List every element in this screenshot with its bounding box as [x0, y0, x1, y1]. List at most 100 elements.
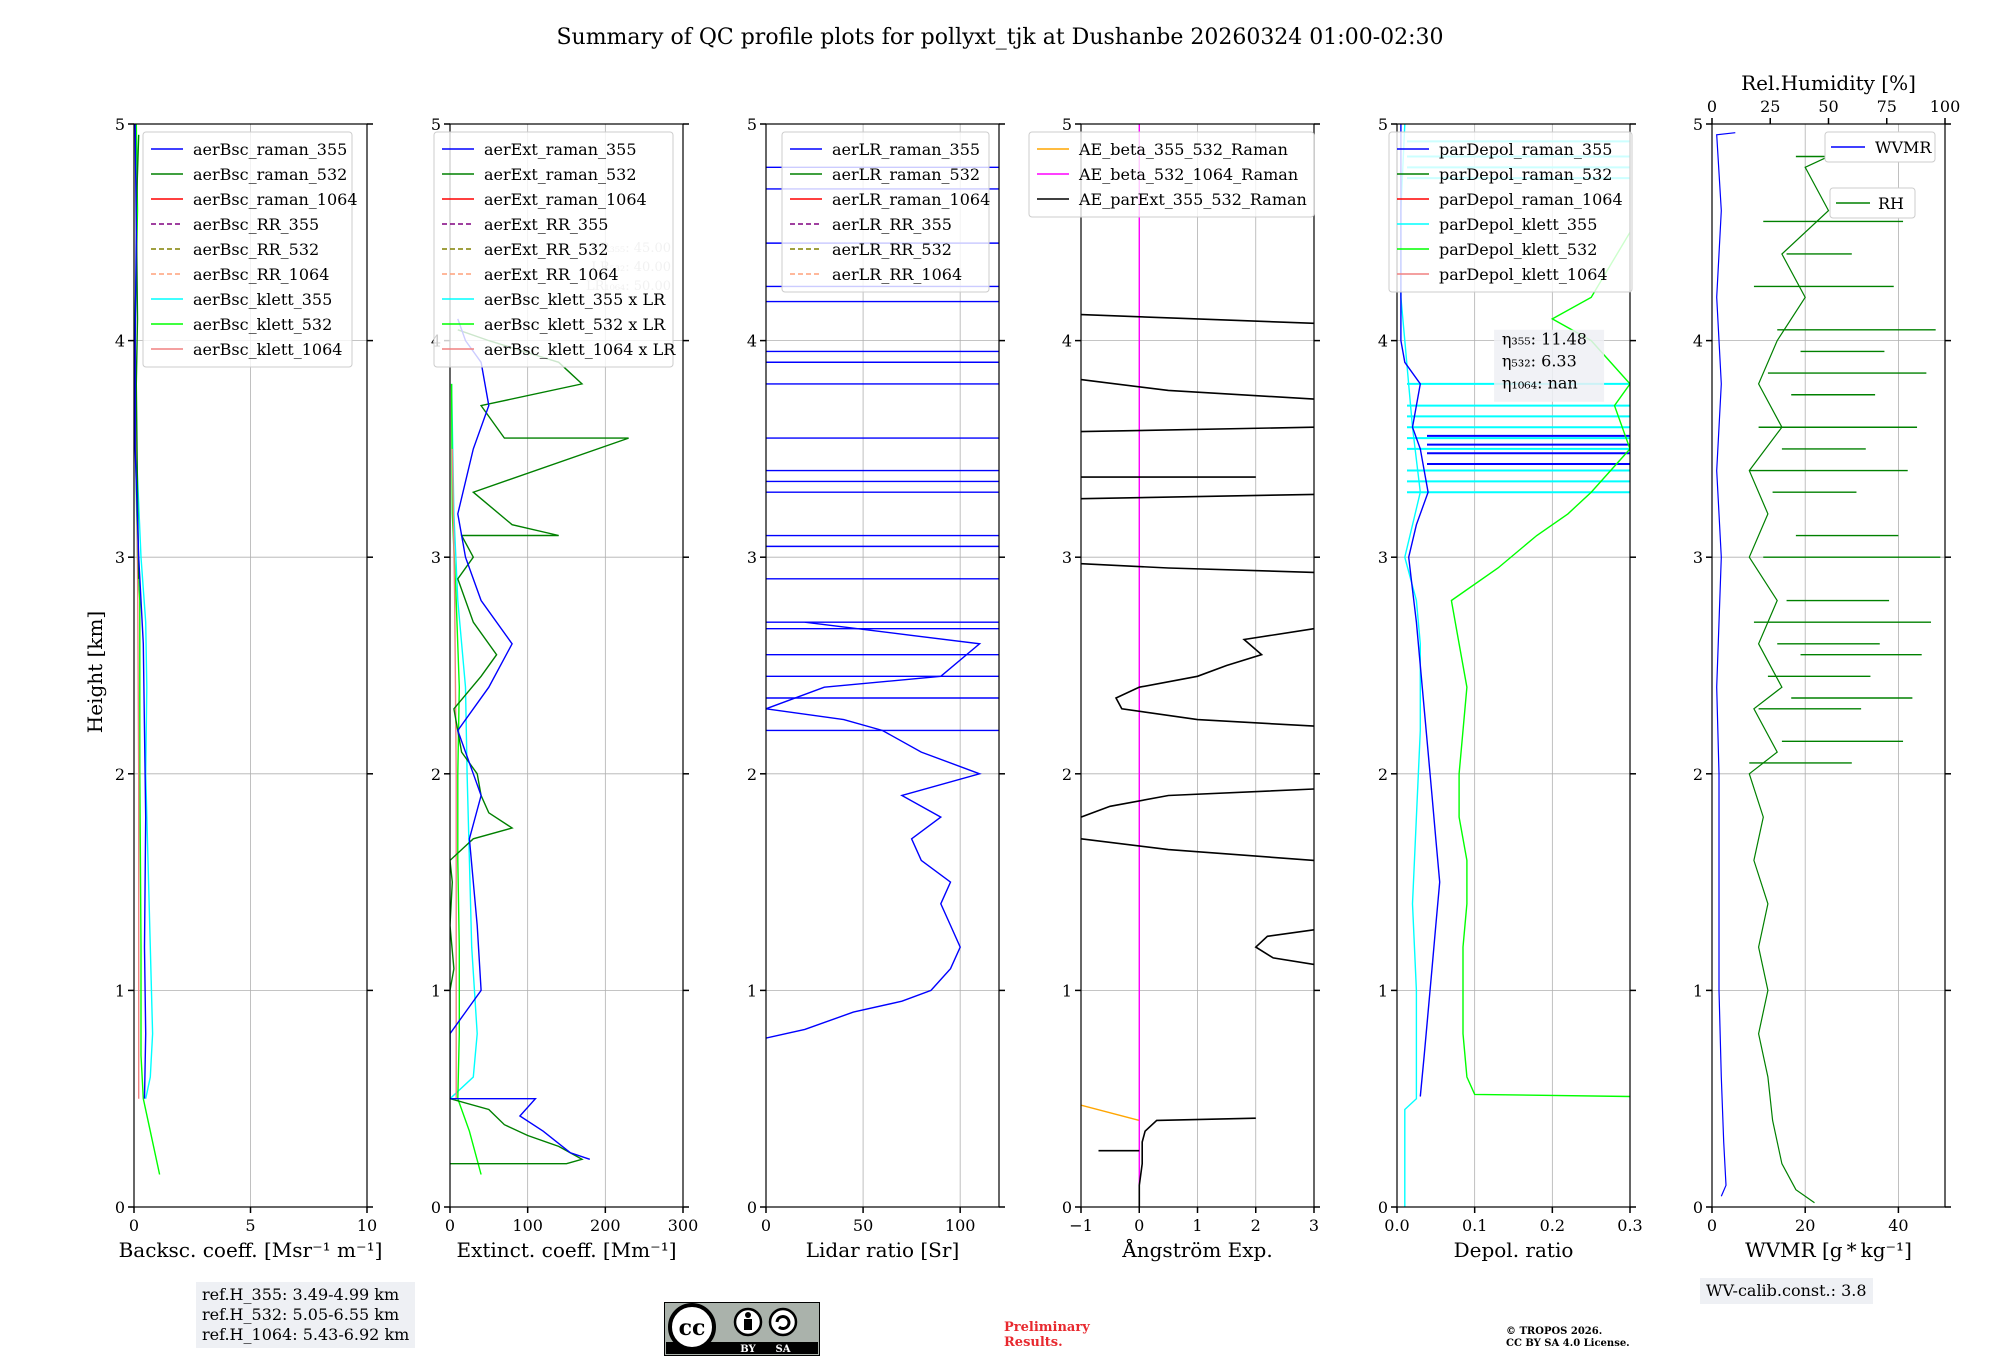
x-tick-label: 3 — [1309, 1216, 1319, 1235]
legend-label: aerLR_raman_532 — [832, 165, 980, 184]
y-tick-label: 1 — [1693, 981, 1703, 1000]
copyright-line-1: © TROPOS 2026. — [1506, 1326, 1603, 1337]
legend-label: aerLR_raman_355 — [832, 140, 980, 159]
axes-frame — [1396, 123, 1631, 1208]
y-tick-label: 5 — [1062, 115, 1072, 134]
y-tick-label: 5 — [1693, 115, 1703, 134]
x-tick-label: 200 — [590, 1216, 621, 1235]
legend-label: aerLR_RR_532 — [832, 240, 952, 259]
legend-label: aerBsc_raman_532 — [193, 165, 347, 184]
y-tick-label: 2 — [747, 765, 757, 784]
sa-arrow-icon — [775, 1315, 791, 1330]
series-ae-parext-355-532-raman-e — [1081, 788, 1314, 818]
x-axis-label: Lidar ratio [Sr] — [806, 1238, 960, 1262]
by-person-body — [744, 1319, 752, 1330]
prelim-line-2: Results. — [1004, 1335, 1063, 1350]
legend-frame — [433, 131, 674, 368]
y-tick-label: 0 — [1062, 1198, 1072, 1217]
x-tick-label: 0.1 — [1462, 1216, 1487, 1235]
eta-bg — [1494, 329, 1605, 402]
sa-text: SA — [776, 1344, 791, 1355]
y-tick-label: 5 — [431, 115, 441, 134]
x-tick-label: 50 — [853, 1216, 873, 1235]
y-tick-label: 1 — [115, 981, 125, 1000]
y-tick-label: 3 — [431, 548, 441, 567]
series-ae-parext-355-532-raman-a — [1138, 1117, 1256, 1207]
legend: AE_beta_355_532_Raman AE_beta_532_1064_Ra… — [1028, 131, 1315, 218]
eta-annotation: η₃₅₅: 11.48 — [1502, 330, 1587, 349]
cc-circle-icon — [668, 1303, 716, 1351]
legend-label: aerExt_raman_532 — [484, 165, 637, 184]
cc-by-sa-logo: cc BY SA — [664, 1302, 820, 1356]
legend-label: aerLR_RR_355 — [832, 215, 952, 234]
x-tick-label: 1 — [1192, 1216, 1202, 1235]
y-tick-label: 2 — [1378, 765, 1388, 784]
copyright-line-2: CC BY SA 4.0 License. — [1506, 1338, 1630, 1349]
legend-label: AE_beta_355_532_Raman — [1078, 140, 1288, 159]
legend-label: aerBsc_klett_532 — [193, 315, 332, 334]
legend-frame-wvmr — [1824, 131, 1936, 163]
x-tick-label: 0 — [445, 1216, 455, 1235]
x-tick-label: 0.3 — [1617, 1216, 1642, 1235]
legend-label: aerBsc_raman_1064 — [193, 190, 358, 209]
legend-label: aerBsc_raman_355 — [193, 140, 347, 159]
series-ae-parext-355-532-raman-l — [1081, 313, 1314, 325]
series-rh — [1748, 145, 1853, 1204]
by-text: BY — [740, 1344, 756, 1355]
legend-label: aerBsc_RR_532 — [193, 240, 319, 259]
preliminary-results-note: Preliminary Results. — [1004, 1320, 1090, 1350]
legend-label: aerBsc_RR_355 — [193, 215, 319, 234]
y-tick-label: 3 — [1693, 548, 1703, 567]
refh-355: ref.H_355: 3.49-4.99 km — [202, 1285, 400, 1304]
legend-label: AE_parExt_355_532_Raman — [1078, 190, 1307, 209]
legend-frame — [1028, 131, 1315, 218]
copyright-note: © TROPOS 2026. CC BY SA 4.0 License. — [1506, 1326, 1630, 1350]
x-axis-label: Depol. ratio — [1454, 1238, 1574, 1262]
figure-title: Summary of QC profile plots for pollyxt_… — [556, 25, 1443, 50]
legend-label: aerExt_RR_532 — [484, 240, 608, 259]
y-tick-label: 0 — [1693, 1198, 1703, 1217]
y-tick-label: 0 — [431, 1198, 441, 1217]
y-tick-label: 3 — [747, 548, 757, 567]
y-tick-label: 5 — [747, 115, 757, 134]
x-axis-label: WVMR [g * kg⁻¹] — [1745, 1238, 1912, 1262]
plot-area — [450, 318, 629, 1175]
y-tick-label: 0 — [115, 1198, 125, 1217]
top-x-tick-label: 100 — [1930, 97, 1961, 116]
y-tick-label: 1 — [431, 981, 441, 1000]
series-ae-parext-355-532-raman-g — [1081, 562, 1314, 574]
x-tick-label: 20 — [1795, 1216, 1815, 1235]
x-tick-label: 300 — [668, 1216, 699, 1235]
legend-label: aerExt_RR_355 — [484, 215, 608, 234]
y-tick-label: 1 — [747, 981, 757, 1000]
x-tick-label: 0.2 — [1540, 1216, 1565, 1235]
legend-label: aerLR_raman_1064 — [832, 190, 990, 209]
y-tick-label: 2 — [115, 765, 125, 784]
series-ae-parext-355-532-raman-k — [1081, 378, 1314, 400]
x-tick-label: 0.0 — [1384, 1216, 1409, 1235]
axes-frame — [449, 123, 684, 1208]
legend-label: aerBsc_klett_1064 — [193, 340, 342, 359]
legend-label: aerLR_RR_1064 — [832, 265, 962, 284]
x-tick-label: 0 — [1707, 1216, 1717, 1235]
y-tick-label: 2 — [1062, 765, 1072, 784]
wv-calib-text: WV-calib.const.: 3.8 — [1706, 1281, 1867, 1300]
wv-calibration-box: WV-calib.const.: 3.8 — [1700, 1278, 1873, 1304]
x-tick-label: 2 — [1251, 1216, 1261, 1235]
x-tick-label: 10 — [357, 1216, 377, 1235]
legend-label: aerExt_raman_1064 — [484, 190, 647, 209]
y-tick-label: 4 — [1378, 332, 1388, 351]
series-aerbsc-raman-355 — [134, 124, 147, 1099]
axes-frame — [765, 123, 1000, 1208]
y-tick-label: 0 — [1378, 1198, 1388, 1217]
series-pardepol-klett-355 — [1400, 124, 1422, 1207]
panel-5: 0 1 2 3 4 5 0.0 0.1 0.2 0.3 Depol. ratio η₃₅₅: 11.4… — [1378, 115, 1643, 1262]
y-tick-label: 4 — [115, 332, 125, 351]
y-tick-label: 3 — [1378, 548, 1388, 567]
x-tick-label: 5 — [245, 1216, 255, 1235]
y-tick-label: 5 — [1378, 115, 1388, 134]
y-tick-label: 2 — [431, 765, 441, 784]
